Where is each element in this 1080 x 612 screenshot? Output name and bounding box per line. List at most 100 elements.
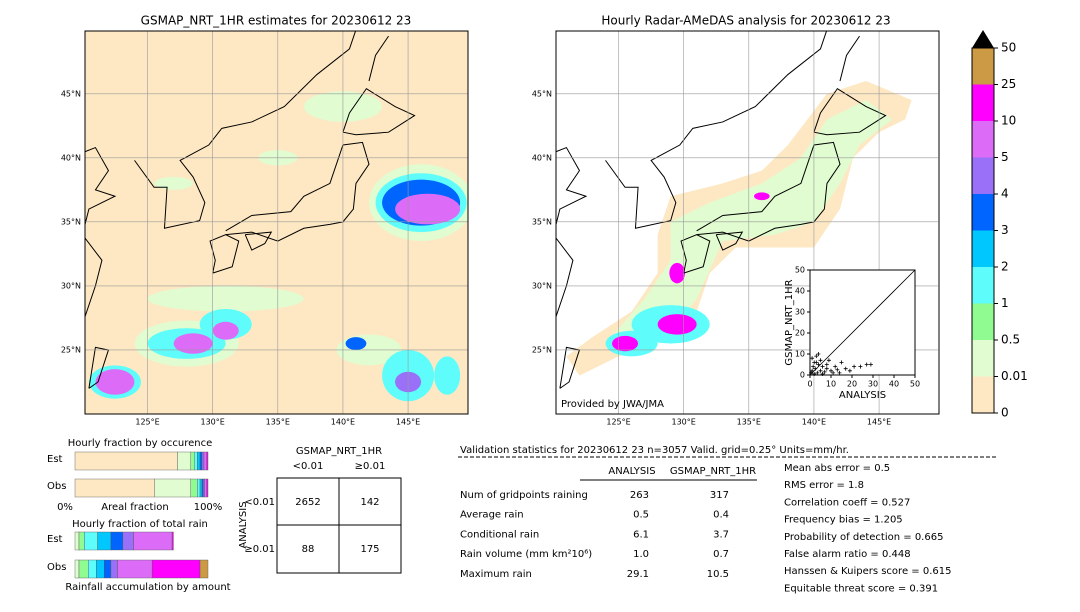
lat-label: 40°N <box>532 153 552 162</box>
stats-value: 1.0 <box>633 549 649 560</box>
table-cell: 142 <box>360 497 379 508</box>
scatter-point <box>829 368 833 373</box>
x-tick-label: 40 <box>889 380 899 389</box>
scatter-point <box>843 366 848 371</box>
scatter-point <box>864 362 869 367</box>
score: Equitable threat score = 0.391 <box>784 583 938 594</box>
scatter-point <box>816 362 821 367</box>
lon-label: 140°E <box>802 418 826 427</box>
lat-label: 35°N <box>61 217 81 226</box>
stats-value: 10.5 <box>707 569 729 580</box>
fraction-segment <box>203 451 207 471</box>
fraction-segment <box>199 451 203 471</box>
lon-label: 135°E <box>266 418 290 427</box>
colorbar-label: 0.5 <box>1001 333 1020 347</box>
coastline <box>715 231 744 251</box>
fraction-segment <box>151 559 201 579</box>
colorbar-swatch <box>972 230 994 267</box>
fraction-segment <box>74 559 80 579</box>
fraction-segment <box>96 559 105 579</box>
x-tick-label: 30 <box>868 380 878 389</box>
rain-area <box>212 321 239 340</box>
table-title: GSMAP_NRT_1HR <box>296 446 382 457</box>
colorbar-label: 1 <box>1001 296 1009 310</box>
scatter-point <box>824 366 829 371</box>
scatter-point <box>809 370 814 375</box>
lat-label: 45°N <box>532 89 552 98</box>
axis-label: Rainfall accumulation by amount <box>65 582 230 593</box>
scatter-point <box>820 371 825 376</box>
diagonal <box>809 269 916 376</box>
stats-header: Validation statistics for 20230612 23 n=… <box>460 445 849 456</box>
coastline <box>134 31 357 229</box>
scatter-point <box>837 370 842 375</box>
scatter-point <box>815 370 820 375</box>
colorbar-label: 0 <box>1001 406 1009 420</box>
coastline <box>342 87 416 136</box>
lon-label: 145°E <box>396 418 420 427</box>
fraction-segment <box>74 531 80 551</box>
fraction-segment <box>97 531 112 551</box>
lat-label: 25°N <box>61 345 81 354</box>
stats-value: 317 <box>710 490 729 501</box>
scatter-point <box>810 368 815 373</box>
coastline <box>556 146 588 319</box>
left-map-title: GSMAP_NRT_1HR estimates for 20230612 23 <box>141 14 412 28</box>
colorbar-swatch <box>972 340 994 377</box>
rain-area <box>434 356 461 395</box>
fraction-segment <box>74 478 156 498</box>
y-tick-label: 40 <box>795 287 805 296</box>
colorbar-swatch <box>972 303 994 340</box>
stats-value: 6.1 <box>633 529 649 540</box>
scatter-point <box>814 354 819 359</box>
score: Frequency bias = 1.205 <box>784 515 903 526</box>
row-label: Est <box>47 454 63 465</box>
fraction-segment <box>133 531 173 551</box>
scatter-point <box>812 371 817 376</box>
colorbar-label: 0.01 <box>1001 369 1028 383</box>
fraction-title: Hourly fraction by occurence <box>68 438 212 449</box>
stats-value: 3.7 <box>713 529 729 540</box>
lon-label: 125°E <box>135 418 159 427</box>
rain-area <box>345 337 367 350</box>
y-tick-label: 20 <box>795 329 805 338</box>
fraction-segment <box>74 451 178 471</box>
rain-area <box>754 192 770 201</box>
lat-label: 45°N <box>61 89 81 98</box>
colorbar-extend <box>972 30 994 48</box>
map-frame <box>84 30 469 415</box>
fraction-segment <box>117 559 153 579</box>
colorbar-swatch <box>972 267 994 304</box>
fraction-segment <box>206 451 209 471</box>
fraction-segment <box>110 531 124 551</box>
colorbar-label: 2 <box>1001 260 1009 274</box>
row-label: Obs <box>47 562 66 573</box>
coastline <box>839 35 860 82</box>
stats-value: 0.5 <box>633 510 649 521</box>
score: False alarm ratio = 0.448 <box>784 549 911 560</box>
colorbar-label: 4 <box>1001 187 1009 201</box>
rain-area <box>395 193 461 225</box>
scatter-point <box>811 364 816 369</box>
fraction-segment <box>197 451 201 471</box>
scatter-point <box>813 366 818 371</box>
fraction-segment <box>78 559 89 579</box>
score: RMS error = 1.8 <box>784 480 864 491</box>
coastline <box>85 146 117 319</box>
coastline <box>368 35 389 82</box>
stats-col: ANALYSIS <box>608 466 655 477</box>
table-cell: 88 <box>302 544 315 555</box>
fraction-segment <box>104 559 112 579</box>
lat-label: 35°N <box>532 217 552 226</box>
table-cell: 175 <box>360 544 379 555</box>
y-tick-label: 10 <box>795 350 805 359</box>
fraction-segment <box>194 451 198 471</box>
coastline <box>244 231 273 251</box>
score: Probability of detection = 0.665 <box>784 532 943 543</box>
row-label: Obs <box>47 481 66 492</box>
fraction-segment <box>199 478 203 498</box>
stats-value: 0.4 <box>713 510 729 521</box>
lat-label: 25°N <box>532 345 552 354</box>
fraction-segment <box>197 478 201 498</box>
